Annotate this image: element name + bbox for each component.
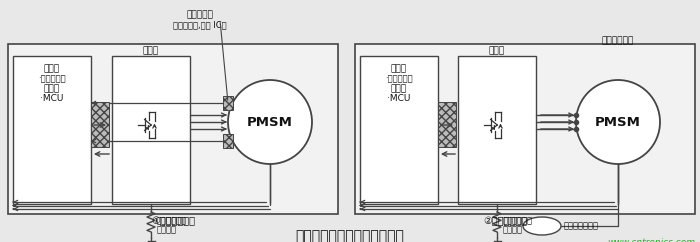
Text: 电机驱动控制系统的基本组成: 电机驱动控制系统的基本组成 (295, 229, 405, 242)
Text: ·硬布线逻辑: ·硬布线逻辑 (385, 74, 413, 83)
Text: 逆变器: 逆变器 (143, 46, 159, 55)
Text: ·MCU: ·MCU (41, 94, 64, 103)
Bar (360, 56, 438, 204)
Text: （霍尔元件,霍尔 IC）: （霍尔元件,霍尔 IC） (173, 20, 227, 29)
Bar (112, 56, 190, 204)
Text: PMSM: PMSM (595, 115, 641, 129)
Bar (8, 44, 338, 214)
Text: 控制器: 控制器 (44, 64, 60, 73)
Text: 分流电阱: 分流电阱 (157, 225, 177, 234)
Text: www.cntronics.com: www.cntronics.com (607, 238, 695, 242)
Text: 速度电动势检测: 速度电动势检测 (564, 221, 599, 230)
Text: ·MCU: ·MCU (387, 94, 411, 103)
Text: ·硬布线逻辑: ·硬布线逻辑 (38, 74, 66, 83)
Bar (223, 134, 233, 148)
Text: 无位置传感器: 无位置传感器 (602, 36, 634, 45)
Text: PMSM: PMSM (247, 115, 293, 129)
Text: 位置传感器: 位置传感器 (187, 10, 214, 19)
Text: 逆变器保护用: 逆变器保护用 (157, 216, 187, 225)
Bar (458, 56, 536, 204)
Text: 逆变器保护用: 逆变器保护用 (503, 216, 533, 225)
Circle shape (576, 80, 660, 164)
Text: 控制器: 控制器 (44, 84, 60, 93)
Text: ①有传感器驱动: ①有传感器驱动 (151, 216, 195, 226)
Text: 逆变器: 逆变器 (489, 46, 505, 55)
Text: ②无传感器驱动: ②无传感器驱动 (483, 216, 527, 226)
Text: 分流电阱: 分流电阱 (503, 225, 523, 234)
Bar (438, 102, 456, 147)
Bar (91, 102, 109, 147)
Bar (355, 44, 695, 214)
Circle shape (228, 80, 312, 164)
Ellipse shape (523, 217, 561, 235)
Bar (13, 56, 91, 204)
Text: 控制器: 控制器 (391, 64, 407, 73)
Text: 控制器: 控制器 (391, 84, 407, 93)
Bar (223, 96, 233, 110)
